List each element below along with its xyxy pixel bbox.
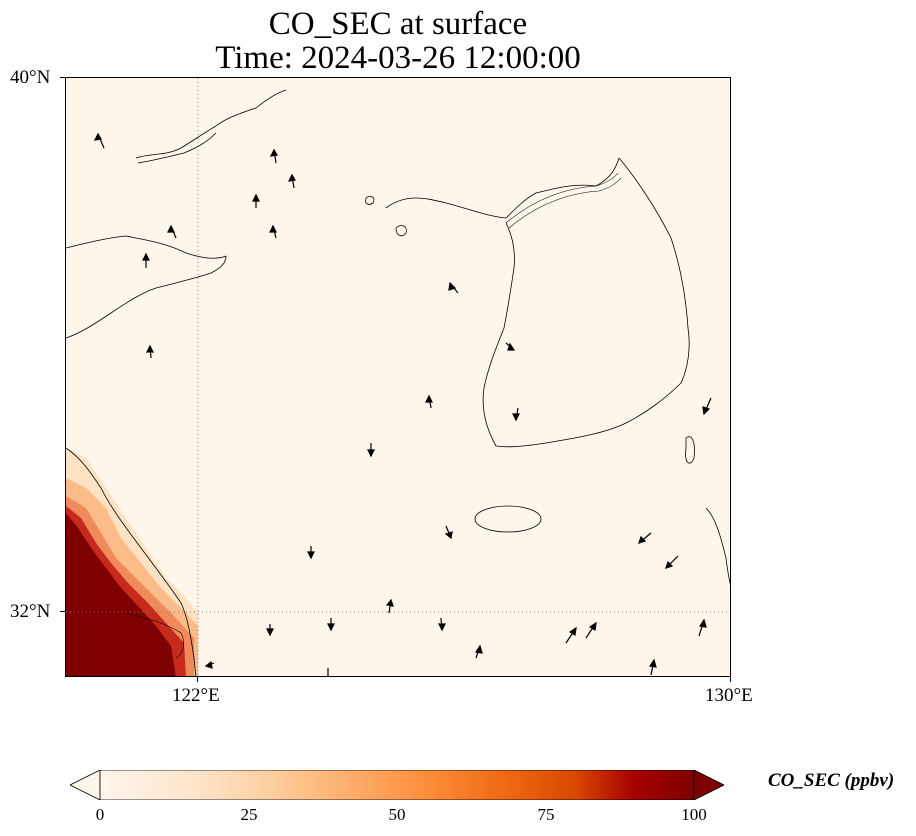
colorbar	[70, 770, 724, 800]
lon-label-122: 122°E	[172, 685, 220, 706]
lon-tick-122	[197, 677, 198, 682]
coastlines	[66, 89, 730, 676]
lat-tick-40	[60, 77, 65, 78]
lon-tick-130	[730, 677, 731, 682]
colorbar-tick-25: 25	[240, 805, 258, 824]
colorbar-tick-75: 75	[537, 805, 555, 824]
colorbar-tick-100: 100	[681, 805, 707, 824]
gridlines	[66, 78, 730, 676]
map-plot-area[interactable]	[65, 77, 731, 677]
colorbar-extend-min	[70, 770, 101, 800]
lat-label-32: 32°N	[10, 601, 51, 622]
map-canvas	[66, 78, 730, 676]
lat-label-40: 40°N	[10, 67, 51, 88]
map-title-variable: CO_SEC at surface	[268, 6, 528, 42]
wind-vectors	[93, 132, 712, 676]
colorbar-title: CO_SEC (ppbv)	[768, 770, 895, 791]
lat-tick-32	[60, 611, 65, 612]
colorbar-tick-0: 0	[95, 805, 105, 824]
map-title-time: Time: 2024-03-26 12:00:00	[215, 40, 581, 76]
colorbar-gradient	[99, 770, 695, 800]
lon-label-130: 130°E	[705, 685, 753, 706]
colorbar-extend-max	[693, 770, 724, 800]
co-high-concentration-region	[66, 448, 198, 676]
colorbar-tick-50: 50	[388, 805, 406, 824]
